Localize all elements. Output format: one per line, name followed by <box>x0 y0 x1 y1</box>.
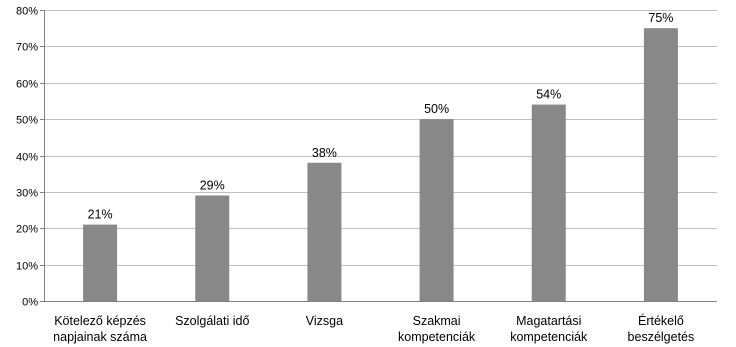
data-label: 50% <box>424 102 449 116</box>
bar <box>307 162 342 301</box>
data-label: 75% <box>648 11 673 25</box>
y-tick-label: 40% <box>16 152 38 164</box>
bar <box>83 224 118 301</box>
gridlines <box>44 10 717 266</box>
category-label: Értékelő beszélgetés <box>628 313 695 344</box>
y-tick-label: 20% <box>16 224 38 236</box>
category-label: Szolgálati idő <box>175 314 249 328</box>
y-tick-label: 70% <box>16 42 38 54</box>
y-tick-label: 50% <box>16 115 38 127</box>
category-label: Vizsga <box>306 314 343 328</box>
y-axis: 0% 10% 20% 30% 40% 50% 60% 70% 80% <box>16 6 45 309</box>
data-labels: 21% 29% 38% 50% 54% 75% <box>88 11 674 221</box>
data-label: 21% <box>88 208 113 222</box>
y-tick-label: 60% <box>16 79 38 91</box>
bar <box>643 28 678 301</box>
bar <box>195 195 230 301</box>
category-label: Kötelező képzés napjainak száma <box>53 314 147 344</box>
bars <box>83 28 678 301</box>
data-label: 38% <box>312 146 337 160</box>
x-axis: Kötelező képzés napjainak száma Szolgálati… <box>44 301 717 344</box>
y-tick-label: 80% <box>16 6 38 18</box>
y-tick-label: 10% <box>16 261 38 273</box>
data-label: 54% <box>536 88 561 102</box>
bar <box>531 104 566 301</box>
y-tick-label: 30% <box>16 188 38 200</box>
category-label: Magatartási kompetenciák <box>510 314 588 344</box>
bar <box>419 119 454 301</box>
data-label: 29% <box>200 179 225 193</box>
category-label: Szakmai kompetenciák <box>398 314 476 344</box>
y-tick-label: 0% <box>22 297 38 309</box>
